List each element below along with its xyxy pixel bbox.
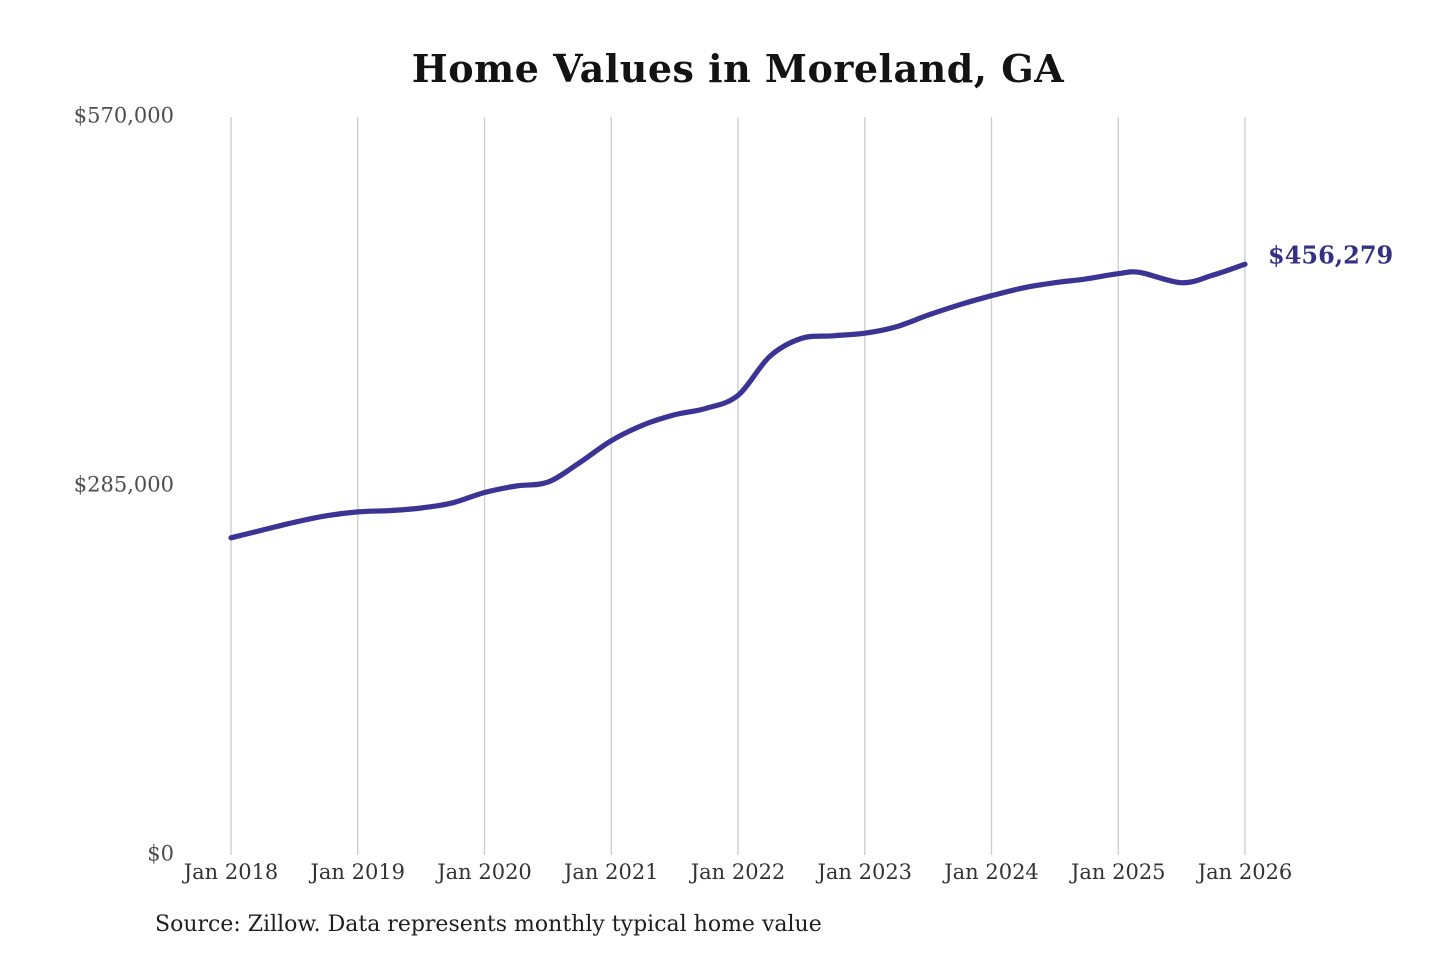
x-tick-label: Jan 2024 — [942, 860, 1039, 884]
x-tick-label: Jan 2021 — [562, 860, 659, 884]
source-note: Source: Zillow. Data represents monthly … — [155, 912, 822, 937]
home-value-line — [228, 261, 1248, 541]
y-tick-label: $0 — [147, 842, 174, 866]
x-tick-label: Jan 2026 — [1196, 860, 1293, 884]
y-tick-label: $285,000 — [74, 473, 174, 497]
x-tick-label: Jan 2023 — [815, 860, 912, 884]
y-tick-label: $570,000 — [74, 104, 174, 128]
x-tick-label: Jan 2018 — [182, 860, 279, 884]
latest-value-label: $456,279 — [1268, 240, 1394, 270]
chart-title: Home Values in Moreland, GA — [411, 46, 1065, 91]
x-tick-label: Jan 2022 — [689, 860, 786, 884]
x-tick-label: Jan 2019 — [308, 860, 405, 884]
x-tick-label: Jan 2025 — [1069, 860, 1166, 884]
x-tick-label: Jan 2020 — [435, 860, 532, 884]
